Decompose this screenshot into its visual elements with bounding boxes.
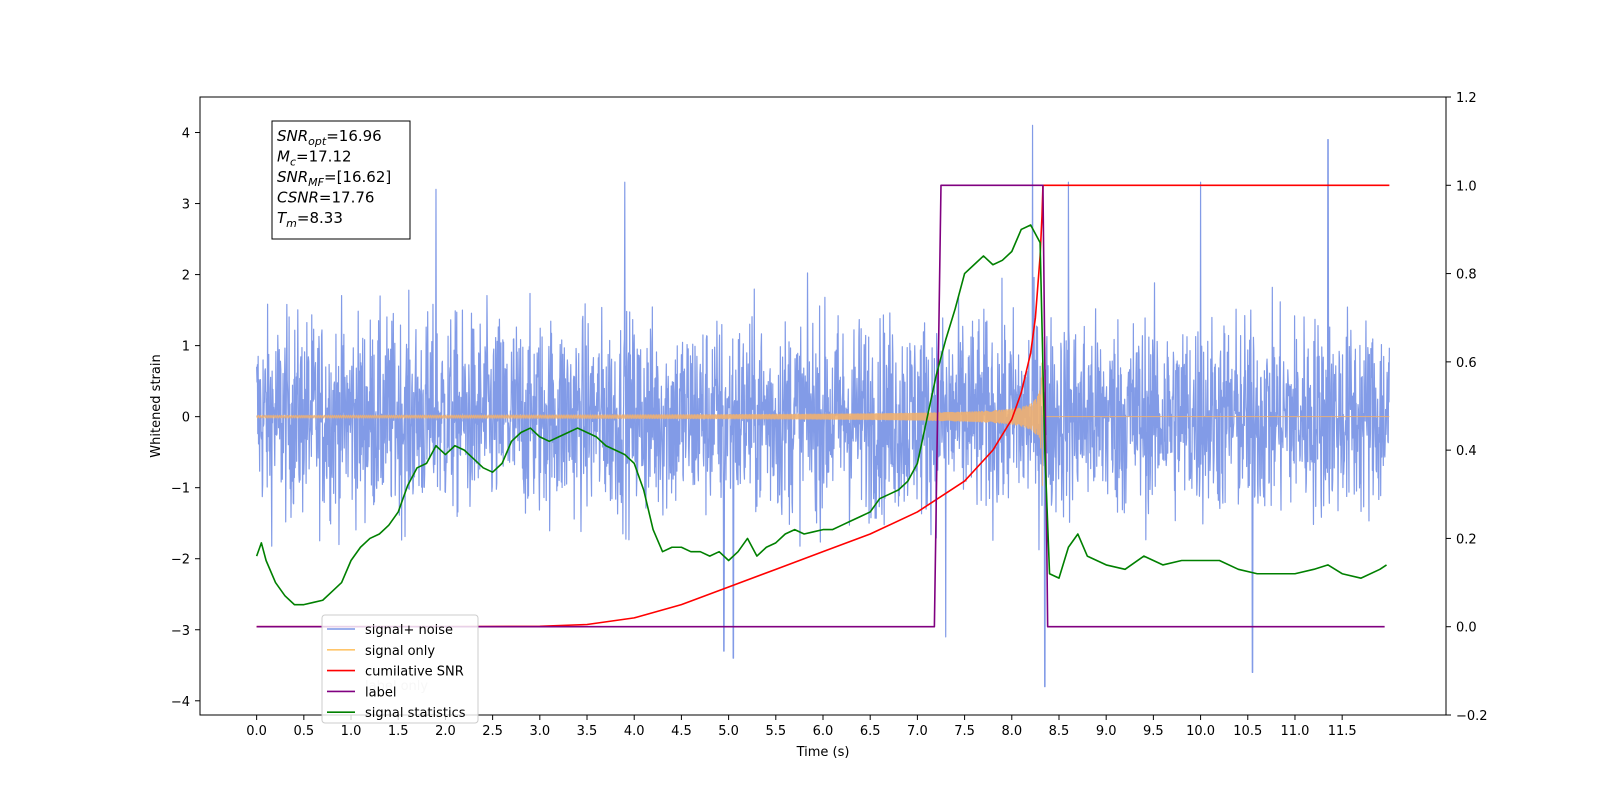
y-left-tick-label: −3 [171, 624, 190, 639]
y-left-tick-label: 3 [182, 198, 190, 213]
series-signal-statistics [255, 224, 1387, 606]
y-left-tick-label: 2 [182, 269, 190, 284]
annotation-line: SNRMF=[16.62] [277, 168, 391, 189]
annotation-subscript: c [290, 156, 296, 169]
x-tick-label: 4.0 [624, 724, 645, 739]
y-axis-label: Whitened strain [149, 354, 164, 457]
annotation-value: =17.12 [296, 148, 352, 166]
x-tick-label: 9.5 [1143, 724, 1164, 739]
x-tick-label: 9.0 [1096, 724, 1117, 739]
annotation-symbol: SNR [277, 127, 308, 145]
series-label [256, 184, 1385, 628]
y-left-tick-label: 4 [182, 127, 190, 142]
x-tick-label: 8.5 [1049, 724, 1070, 739]
x-tick-label: 8.0 [1001, 724, 1022, 739]
annotation-symbol: CSNR [277, 189, 319, 207]
x-tick-label: 7.0 [907, 724, 928, 739]
y-left-tick-label: −1 [171, 482, 190, 497]
x-tick-label: 11.0 [1280, 724, 1309, 739]
x-tick-label: 1.5 [388, 724, 409, 739]
y-left-tick-label: −4 [171, 695, 190, 710]
x-tick-label: 7.5 [954, 724, 975, 739]
y-right-tick-label: 1.2 [1456, 91, 1477, 106]
y-left-tick-label: 0 [182, 411, 190, 426]
legend-label: signal statistics [365, 706, 466, 721]
annotation-line: SNRopt=16.96 [277, 127, 382, 148]
x-tick-label: 6.5 [860, 724, 881, 739]
legend-label: signal+ noise [365, 623, 453, 638]
y-right-tick-label: −0.2 [1456, 709, 1488, 724]
series-signal-noise [256, 124, 1390, 688]
y-left-tick-label: 1 [182, 340, 190, 355]
annotation-symbol: T [277, 209, 288, 227]
series-signal-only [256, 336, 1390, 487]
annotation-symbol: SNR [277, 168, 308, 186]
annotation-subscript: opt [308, 135, 327, 148]
x-tick-label: 11.5 [1328, 724, 1357, 739]
x-tick-label: 2.5 [482, 724, 503, 739]
y-right-tick-label: 0.4 [1456, 444, 1477, 459]
x-tick-label: 2.0 [435, 724, 456, 739]
annotation-value: =17.76 [319, 189, 375, 207]
annotation-box: SNRopt=16.96Mc=17.12SNRMF=[16.62]CSNR=17… [271, 120, 411, 240]
annotation-subscript: MF [308, 176, 324, 189]
legend-label: signal only [365, 644, 435, 659]
annotation-symbol: M [277, 148, 290, 166]
y-right-tick-label: 0.6 [1456, 356, 1477, 371]
x-tick-label: 3.5 [577, 724, 598, 739]
x-tick-label: 5.5 [765, 724, 786, 739]
x-tick-label: 0.0 [246, 724, 267, 739]
annotation-line: Mc=17.12 [277, 148, 352, 169]
annotation-value: =[16.62] [324, 168, 391, 186]
x-tick-label: 6.0 [813, 724, 834, 739]
x-tick-label: 4.5 [671, 724, 692, 739]
y-right-tick-label: 0.8 [1456, 268, 1477, 283]
annotation-value: =16.96 [326, 127, 382, 145]
legend-frame [321, 614, 479, 724]
x-tick-label: 1.0 [341, 724, 362, 739]
legend-label: label [365, 685, 396, 700]
y-right-tick-label: 0.0 [1456, 621, 1477, 636]
y-right-tick-label: 1.0 [1456, 179, 1477, 194]
x-tick-label: 10.5 [1233, 724, 1262, 739]
annotation-line: Tm=8.33 [277, 209, 343, 230]
legend-label: cumilative SNR [365, 665, 464, 680]
y-right-tick-label: 0.2 [1456, 532, 1477, 547]
annotation-frame [271, 120, 411, 240]
series-cumilative-snr [256, 184, 1390, 628]
annotation-subscript: m [286, 217, 297, 230]
annotation-value: =8.33 [297, 209, 343, 227]
x-tick-label: 5.0 [718, 724, 739, 739]
x-tick-label: 10.0 [1186, 724, 1215, 739]
y-left-tick-label: −2 [171, 553, 190, 568]
annotation-line: CSNR=17.76 [277, 189, 374, 207]
x-tick-label: 3.0 [529, 724, 550, 739]
x-axis-label: Time (s) [796, 745, 850, 760]
x-tick-label: 0.5 [293, 724, 314, 739]
